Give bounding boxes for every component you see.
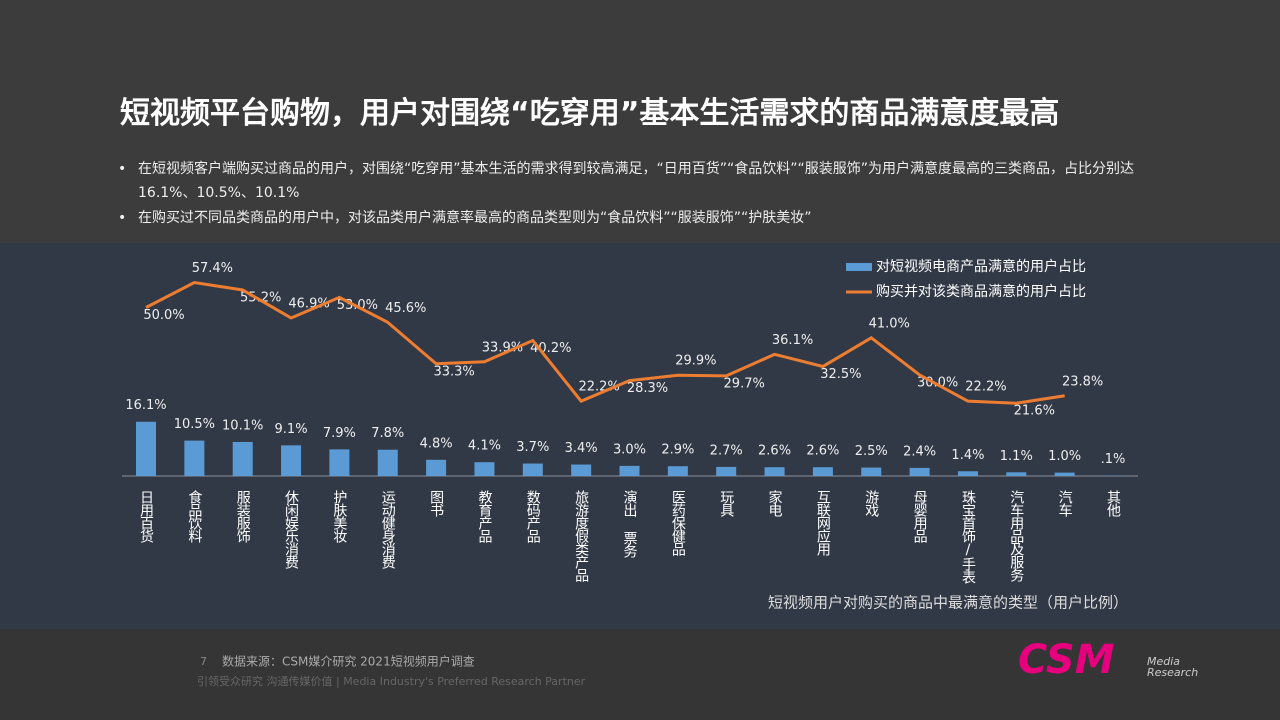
bullet: 在购买过不同品类商品的用户中，对该品类用户满意率最高的商品类型则为“食品饮料”“…	[118, 206, 1183, 230]
data-label: 2.6%	[758, 444, 791, 459]
x-tick-label: 医药保健品	[670, 490, 686, 556]
data-label: 21.6%	[1014, 404, 1055, 419]
x-tick-label: 其他	[1105, 490, 1121, 518]
data-label: 29.7%	[724, 376, 765, 391]
bar	[764, 467, 785, 476]
chart-title: 短视频用户对购买的商品中最满意的类型（用户比例）	[768, 594, 1128, 612]
x-tick-label: 图书	[428, 490, 444, 517]
data-label: 3.0%	[613, 442, 646, 457]
data-label: 4.8%	[420, 436, 453, 451]
bar	[861, 467, 882, 476]
data-label: 50.0%	[143, 308, 184, 323]
data-label: .1%	[1101, 452, 1126, 467]
x-tick-label: 食品饮料	[186, 489, 202, 543]
data-label: 3.7%	[516, 440, 549, 455]
bar	[232, 441, 253, 476]
source: 数据来源：CSM媒介研究 2021短视频用户调查	[222, 654, 475, 669]
x-tick-label: 护肤美妆	[331, 490, 347, 543]
legend-label: 对短视频电商产品满意的用户占比	[876, 258, 1086, 275]
bar	[522, 463, 543, 476]
data-label: 22.2%	[965, 380, 1006, 395]
bar	[377, 449, 398, 476]
data-label: 46.9%	[288, 296, 329, 311]
bar	[619, 465, 640, 476]
data-label: 10.1%	[222, 418, 263, 433]
data-label: 16.1%	[125, 398, 166, 413]
x-tick-label: 互联网应用	[815, 490, 831, 557]
x-tick-label: 母婴用品	[912, 490, 928, 543]
x-tick-label: 日用百货	[138, 490, 154, 543]
data-label: 36.1%	[772, 333, 813, 348]
data-label: 1.1%	[1000, 449, 1033, 464]
bar	[1006, 472, 1027, 476]
data-label: 28.3%	[627, 381, 668, 396]
slide-title: 短视频平台购物，用户对围绕“吃穿用”基本生活需求的商品满意度最高	[120, 96, 1060, 131]
page-number: 7	[200, 655, 207, 668]
data-label: 4.1%	[468, 439, 501, 454]
data-label: 2.9%	[661, 443, 694, 458]
data-label: 2.4%	[903, 444, 936, 459]
x-tick-label: 休闲娱乐消费	[283, 490, 299, 569]
bar	[571, 464, 592, 476]
logo: CSM	[1018, 637, 1115, 683]
data-label: 2.5%	[855, 444, 888, 459]
data-label: 41.0%	[869, 316, 910, 331]
bar	[716, 466, 737, 476]
x-tick-label: 旅游度假类产品	[573, 490, 589, 582]
bar	[667, 466, 688, 476]
data-label: 22.2%	[578, 380, 619, 395]
data-label: 2.7%	[710, 443, 743, 458]
x-tick-label: 汽车	[1057, 490, 1073, 517]
data-label: 7.9%	[323, 426, 356, 441]
data-label: 29.9%	[675, 354, 716, 369]
x-tick-label: 游戏	[863, 490, 879, 518]
bar	[329, 449, 350, 476]
x-tick-label: 汽车用品及服务	[1008, 490, 1024, 582]
legend-label: 购买并对该类商品满意的用户占比	[876, 283, 1086, 300]
x-tick-label: 家电	[767, 489, 783, 517]
data-label: 57.4%	[192, 261, 233, 276]
data-label: 33.9%	[482, 340, 523, 355]
tagline: 引领受众研究 沟通传媒价值 | Media Industry's Preferr…	[197, 674, 586, 688]
data-label: 23.8%	[1062, 374, 1103, 389]
data-label: 7.8%	[371, 426, 404, 441]
x-tick-label: 数码产品	[525, 490, 541, 543]
bar	[812, 467, 833, 476]
legend-swatch	[846, 263, 872, 271]
data-label: 33.3%	[433, 364, 474, 379]
x-tick-label: 教育产品	[476, 490, 492, 543]
bar	[909, 467, 930, 476]
x-tick-label: 运动健身消费	[380, 490, 396, 569]
chart-panel	[0, 243, 1280, 629]
data-label: 2.6%	[806, 444, 839, 459]
logo-sub: Media	[1147, 655, 1180, 668]
line	[145, 281, 1065, 405]
data-label: 32.5%	[820, 367, 861, 382]
x-tick-label: 珠宝首饰/手表	[960, 490, 976, 584]
data-label: 10.5%	[174, 417, 215, 432]
data-label: 3.4%	[565, 441, 598, 456]
bar	[474, 462, 495, 476]
x-tick-label: 玩具	[718, 490, 734, 517]
logo-sub: Research	[1147, 666, 1198, 679]
bar	[184, 440, 205, 476]
data-label: 9.1%	[275, 422, 308, 437]
x-tick-label: 演出 票务	[622, 490, 638, 558]
bullet: 在短视频客户端购买过商品的用户，对围绕“吃穿用”基本生活的需求得到较高满足，“日…	[118, 157, 1183, 205]
data-label: 1.0%	[1048, 449, 1081, 464]
x-tick-label: 服装服饰	[235, 490, 251, 543]
bar	[426, 459, 447, 476]
bar	[1054, 472, 1075, 476]
bar	[281, 445, 302, 476]
bar	[957, 471, 978, 476]
data-label: 1.4%	[951, 448, 984, 463]
data-label: 45.6%	[385, 301, 426, 316]
bar	[136, 421, 156, 476]
footer	[0, 629, 1280, 720]
